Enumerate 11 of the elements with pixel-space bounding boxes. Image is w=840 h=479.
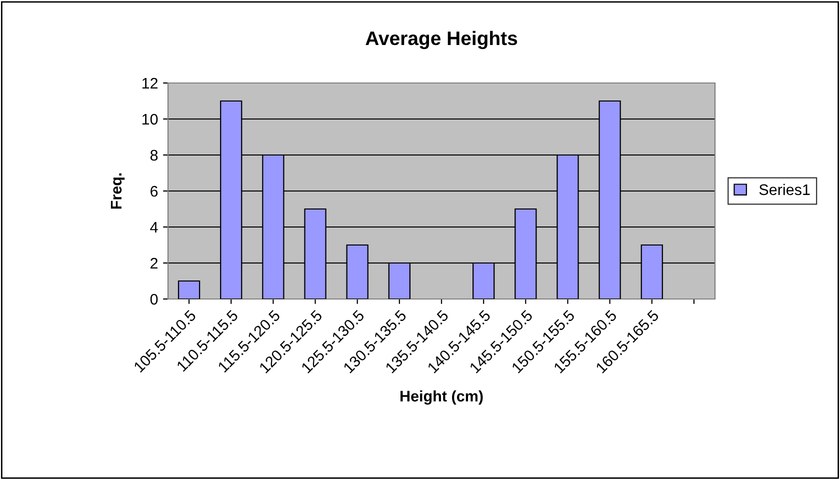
y-axis-title: Freq. <box>110 173 125 209</box>
y-tick-label: 12 <box>142 78 158 89</box>
y-tick-label: 2 <box>150 258 158 269</box>
y-tick-label: 0 <box>150 294 158 305</box>
y-tick-label: 6 <box>150 186 158 197</box>
chart-title: Average Heights <box>366 30 518 50</box>
x-axis-title: Height (cm) <box>400 390 483 405</box>
y-tick-label: 8 <box>150 150 158 161</box>
y-tick-label: 4 <box>150 222 158 233</box>
legend-label: Series1 <box>759 184 810 196</box>
y-tick-label: 10 <box>142 114 158 125</box>
